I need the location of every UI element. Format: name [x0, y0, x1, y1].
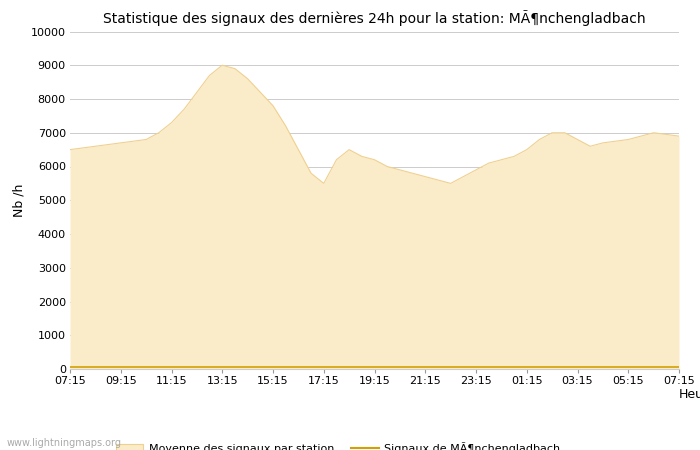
Y-axis label: Nb /h: Nb /h: [13, 184, 25, 217]
X-axis label: Heure: Heure: [678, 387, 700, 400]
Title: Statistique des signaux des dernières 24h pour la station: MÃ¶nchengladbach: Statistique des signaux des dernières 24…: [103, 10, 646, 26]
Legend: Moyenne des signaux par station, Signaux de MÃ¶nchengladbach: Moyenne des signaux par station, Signaux…: [111, 437, 565, 450]
Text: www.lightningmaps.org: www.lightningmaps.org: [7, 438, 122, 448]
